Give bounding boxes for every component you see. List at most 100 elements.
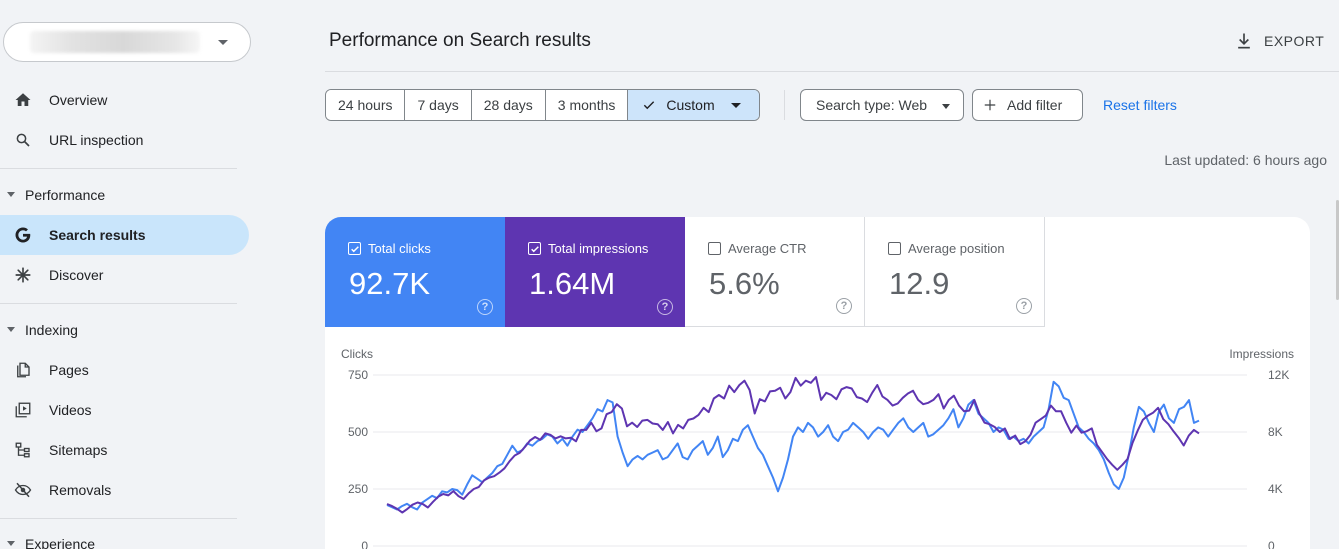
help-icon[interactable]: ? [836, 298, 852, 314]
sidebar-item-url-inspection[interactable]: URL inspection [0, 120, 249, 160]
last-updated-text: Last updated: 6 hours ago [1164, 152, 1327, 168]
range-28-days-button[interactable]: 28 days [471, 90, 546, 120]
caret-down-icon [730, 102, 741, 108]
sidebar-item-label: Search results [49, 227, 146, 243]
range-3-months-button[interactable]: 3 months [545, 90, 629, 120]
sidebar-item-label: Discover [49, 267, 104, 283]
range-label: 7 days [417, 97, 459, 113]
y-axis-title-right: Impressions [1229, 347, 1294, 361]
sidebar-item-sitemaps[interactable]: Sitemaps [0, 430, 249, 470]
help-icon[interactable]: ? [657, 299, 673, 315]
clicks-series-line [386, 380, 1200, 511]
download-icon [1232, 29, 1256, 53]
range-label: 24 hours [338, 97, 393, 113]
range-label: 3 months [557, 97, 616, 113]
metric-total-clicks[interactable]: Total clicks 92.7K ? [325, 217, 505, 327]
home-icon [13, 90, 33, 110]
y-tick-left: 0 [361, 539, 368, 549]
metric-value: 12.9 [889, 266, 950, 301]
metric-average-position[interactable]: Average position 12.9 ? [865, 217, 1045, 327]
date-range-group: 24 hours 7 days 28 days 3 months Custom [325, 89, 760, 121]
page-title: Performance on Search results [329, 30, 591, 51]
search-icon [13, 130, 33, 150]
search-type-label: Search type: Web [816, 97, 928, 113]
performance-chart: Clicks Impressions 750 12K 500 8K 250 4K 0 0 [341, 347, 1294, 549]
reset-filters-link[interactable]: Reset filters [1103, 97, 1177, 113]
export-button[interactable]: EXPORT [1230, 26, 1330, 56]
metric-value: 5.6% [709, 266, 780, 301]
y-tick-right: 8K [1268, 425, 1283, 439]
range-24-hours-button[interactable]: 24 hours [326, 90, 406, 120]
section-label: Performance [25, 187, 106, 203]
export-label: EXPORT [1264, 33, 1325, 49]
checkbox-checked-icon[interactable] [348, 242, 361, 255]
caret-down-icon [7, 541, 15, 546]
sidebar-item-label: Removals [49, 482, 112, 498]
sidebar-section-experience[interactable]: Experience [0, 526, 249, 549]
metric-value: 92.7K [349, 266, 431, 301]
sidebar-item-videos[interactable]: Videos [0, 390, 249, 430]
y-axis-title-left: Clicks [341, 347, 373, 361]
y-tick-left: 500 [348, 425, 368, 439]
property-selector[interactable] [3, 22, 251, 62]
metric-label: Total impressions [548, 241, 649, 256]
property-name-redacted [30, 31, 200, 53]
checkbox-unchecked-icon[interactable] [708, 242, 721, 255]
add-filter-button[interactable]: Add filter [972, 89, 1083, 121]
sidebar-item-discover[interactable]: Discover [0, 255, 249, 295]
removals-icon [13, 480, 33, 500]
y-tick-right: 12K [1268, 368, 1289, 382]
sitemaps-icon [13, 440, 33, 460]
divider [784, 90, 785, 120]
impressions-series-line [386, 376, 1200, 514]
section-label: Experience [25, 536, 96, 549]
sidebar-item-search-results[interactable]: Search results [0, 215, 249, 255]
videos-icon [13, 400, 33, 420]
metric-value: 1.64M [529, 266, 616, 301]
sidebar-item-pages[interactable]: Pages [0, 350, 249, 390]
divider [325, 71, 1339, 72]
help-icon[interactable]: ? [1016, 298, 1032, 314]
scrollbar[interactable] [1336, 200, 1339, 300]
y-tick-right: 4K [1268, 482, 1283, 496]
pages-icon [13, 360, 33, 380]
performance-card: Total clicks 92.7K ? Total impressions 1… [325, 217, 1310, 549]
asterisk-icon [13, 265, 33, 285]
divider [0, 518, 237, 519]
sidebar-item-label: Videos [49, 402, 92, 418]
sidebar-item-label: Sitemaps [49, 442, 108, 458]
metric-label: Total clicks [368, 241, 431, 256]
caret-down-icon [942, 104, 950, 109]
caret-down-icon [7, 192, 15, 197]
sidebar-section-indexing[interactable]: Indexing [0, 312, 249, 348]
metric-label: Average CTR [728, 241, 807, 256]
range-label: 28 days [483, 97, 533, 113]
y-tick-left: 750 [348, 368, 368, 382]
plus-icon [983, 98, 997, 112]
sidebar-item-overview[interactable]: Overview [0, 80, 249, 120]
sidebar-item-removals[interactable]: Removals [0, 470, 249, 510]
sidebar-section-performance[interactable]: Performance [0, 177, 249, 213]
metric-total-impressions[interactable]: Total impressions 1.64M ? [505, 217, 685, 327]
checkbox-checked-icon[interactable] [528, 242, 541, 255]
check-icon [642, 98, 656, 112]
range-custom-button[interactable]: Custom [628, 90, 759, 120]
chevron-down-icon [218, 40, 228, 45]
metric-average-ctr[interactable]: Average CTR 5.6% ? [685, 217, 865, 327]
sidebar-item-label: Pages [49, 362, 89, 378]
y-tick-right: 0 [1268, 539, 1275, 549]
search-type-filter[interactable]: Search type: Web [800, 89, 964, 121]
divider [0, 303, 237, 304]
divider [0, 168, 237, 169]
google-g-icon [13, 225, 33, 245]
help-icon[interactable]: ? [477, 299, 493, 315]
checkbox-unchecked-icon[interactable] [888, 242, 901, 255]
metric-label: Average position [908, 241, 1005, 256]
sidebar-item-label: URL inspection [49, 132, 144, 148]
sidebar-item-label: Overview [49, 92, 108, 108]
y-tick-left: 250 [348, 482, 368, 496]
add-filter-label: Add filter [1007, 97, 1063, 113]
section-label: Indexing [25, 322, 78, 338]
sidebar: Overview URL inspection Performance Sear… [0, 0, 265, 549]
range-7-days-button[interactable]: 7 days [405, 90, 472, 120]
